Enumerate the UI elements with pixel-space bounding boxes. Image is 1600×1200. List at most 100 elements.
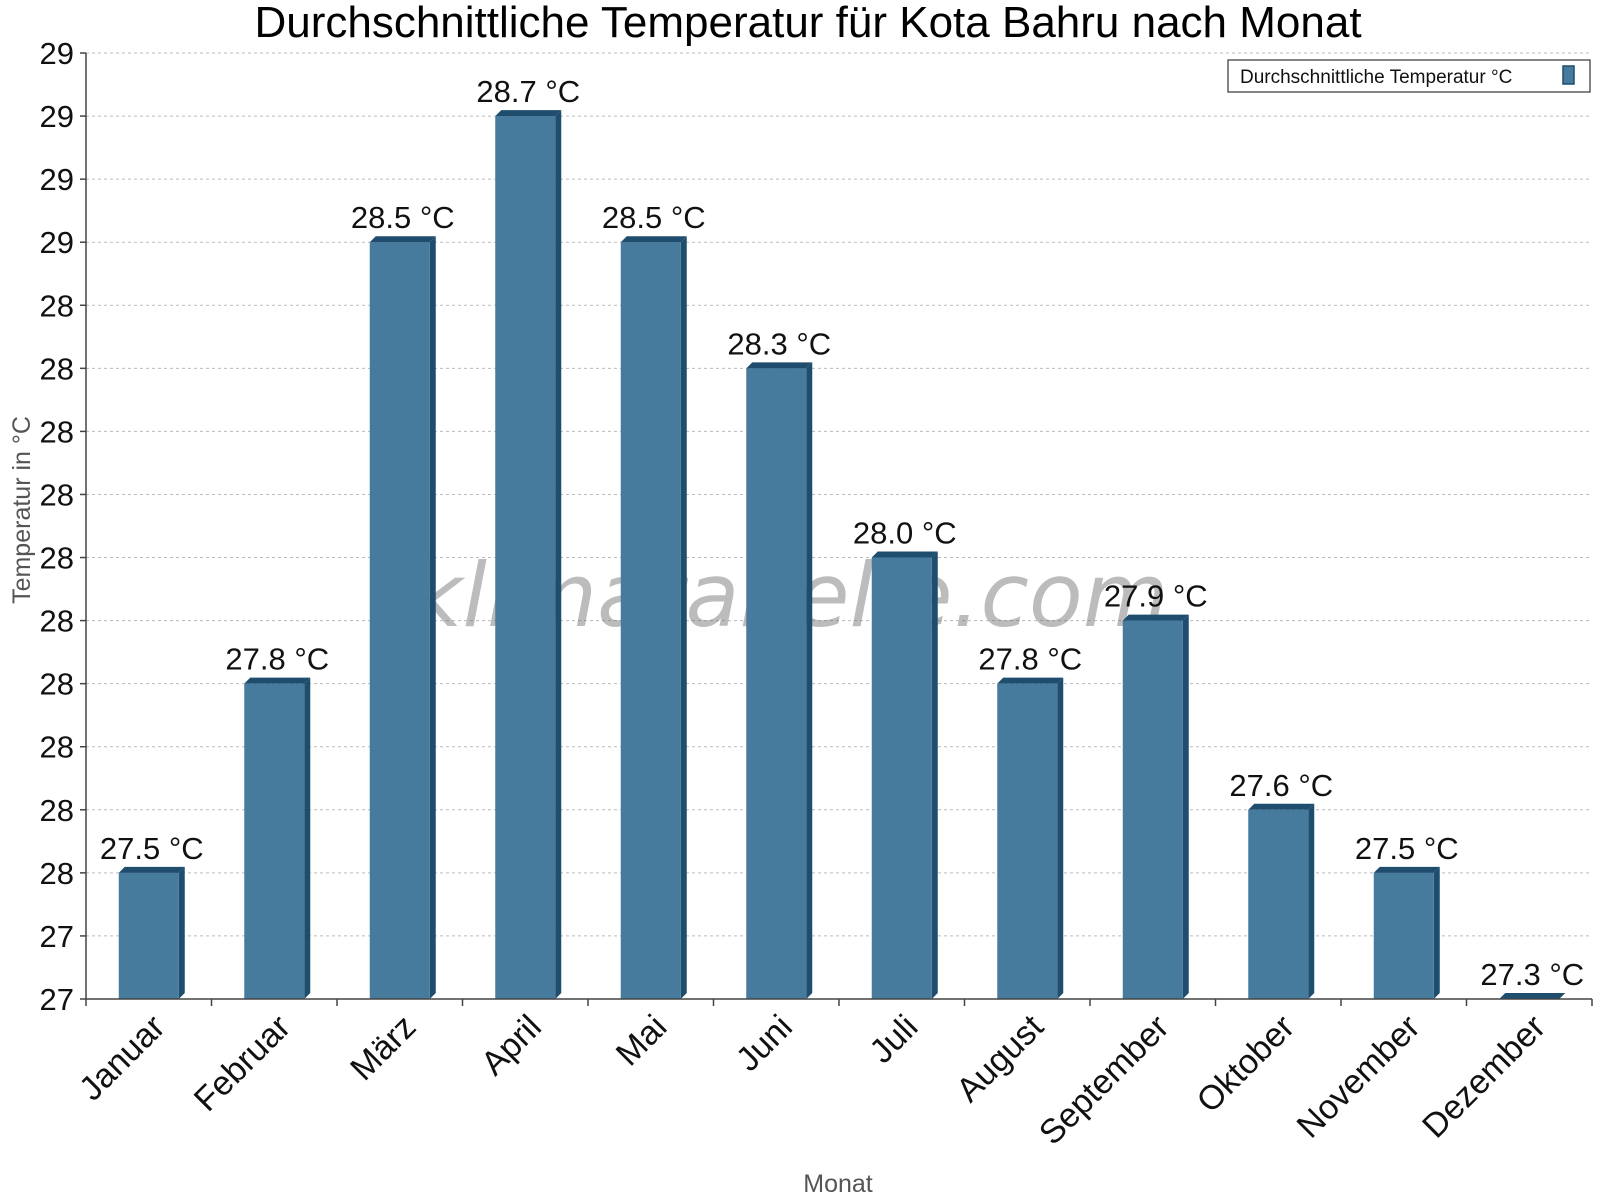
y-tick-label: 28 [40,667,74,702]
bar-front [746,368,807,999]
y-tick-label: 29 [40,99,74,134]
legend: Durchschnittliche Temperatur °C [1227,59,1591,93]
x-tick-label: Juni [729,1008,800,1079]
x-tick-label: Februar [187,1008,298,1119]
bar-front [1122,620,1183,999]
bars [118,110,1566,1000]
bar-front [1373,872,1434,999]
bar-front [1248,809,1309,999]
bar-top [746,362,813,369]
bar-januar [118,866,185,999]
value-label: 28.5 °C [351,200,455,235]
bar-side [1057,677,1064,999]
gridlines [86,52,1592,937]
bar-september [1122,614,1189,999]
bar-dezember [1499,993,1566,999]
legend-swatch [1562,65,1575,85]
bar-side [931,551,938,999]
bar-februar [244,677,311,999]
x-tick-label: April [474,1008,549,1083]
value-label: 27.5 °C [1355,831,1459,866]
bar-mai [620,236,687,999]
bar-november [1373,866,1440,999]
bar-oktober [1248,803,1315,999]
y-tick-label: 29 [40,225,74,260]
bar-top [369,236,436,243]
y-tick-labels: 27 27 28 28 28 28 28 28 28 28 28 28 29 29 29 29 [40,36,74,1017]
bar-top [620,236,687,243]
bar-top [244,677,311,684]
y-tick-label: 27 [40,982,74,1017]
chart-title: Durchschnittliche Temperatur für Kota Ba… [254,0,1361,47]
value-label: 27.9 °C [1104,579,1208,614]
bar-side [1182,614,1189,999]
bar-side [1433,866,1440,999]
bar-top [495,110,562,117]
x-tick-label: Januar [72,1008,172,1108]
bar-side [304,677,311,999]
x-axis-title: Monat [803,1170,873,1198]
y-tick-label: 27 [40,919,74,954]
bar-side [178,866,185,999]
x-tick-label: August [949,1007,1051,1109]
y-tick-label: 28 [40,414,74,449]
bar-märz [369,236,436,999]
x-tick-labels: Januar Februar März April Mai Juni Juli AugustS… [72,1007,1553,1152]
bar-top [1248,803,1315,810]
y-tick-label: 28 [40,541,74,576]
value-label: 28.0 °C [853,516,957,551]
x-tick-label: Juli [862,1008,925,1071]
y-tick-label: 28 [40,730,74,765]
legend-label: Durchschnittliche Temperatur °C [1240,67,1512,88]
bar-side [806,362,813,999]
value-label: 27.6 °C [1229,768,1333,803]
value-label: 28.5 °C [602,200,706,235]
y-tick-label: 28 [40,351,74,386]
bar-top [1122,614,1189,621]
bar-top [871,551,938,558]
bar-side [1308,803,1315,999]
bar-front [620,242,681,999]
x-tick-label: März [343,1008,423,1088]
y-tick-label: 28 [40,604,74,639]
bar-top [118,866,185,873]
value-label: 27.3 °C [1480,957,1584,992]
bar-juli [871,551,938,999]
bar-front [495,116,556,1000]
value-label: 27.8 °C [225,642,329,677]
y-tick-label: 29 [40,36,74,71]
y-tick-label: 28 [40,793,74,828]
value-label: 27.5 °C [100,831,204,866]
x-tick-label: November [1290,1008,1428,1146]
x-tick-label: Oktober [1190,1008,1302,1120]
bar-front [871,557,932,999]
bar-top [1373,866,1440,873]
bar-front [369,242,430,999]
value-labels: 27.5 °C 27.8 °C 28.5 °C 28.7 °C 28.5 °C 28.3 … [100,74,1584,992]
y-tick-label: 29 [40,162,74,197]
y-tick-label: 28 [40,288,74,323]
bar-side [680,236,687,999]
y-tick-label: 28 [40,477,74,512]
bar-top [1499,993,1566,999]
bar-april [495,110,562,1000]
bar-juni [746,362,813,999]
bar-side [429,236,436,999]
bar-front [244,683,305,999]
bar-top [997,677,1064,684]
bar-front [997,683,1058,999]
legend-box [1227,59,1591,93]
x-tick-label: Dezember [1415,1008,1553,1146]
value-label: 28.7 °C [476,74,580,109]
value-label: 27.8 °C [978,642,1082,677]
axes [80,52,1593,1006]
value-label: 28.3 °C [727,326,831,361]
bar-side [555,110,562,1000]
y-tick-label: 28 [40,856,74,891]
y-axis-title: Temperatur in °C [8,416,36,604]
bar-front [118,872,179,999]
x-tick-label: Mai [609,1008,675,1074]
bar-august [997,677,1064,999]
x-tick-label: September [1032,1008,1176,1152]
